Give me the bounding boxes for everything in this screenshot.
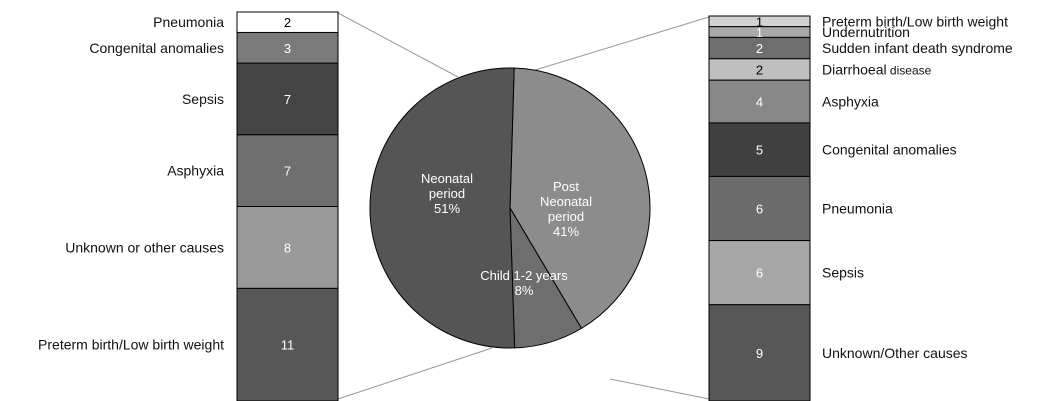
right-bar-value: 9 — [756, 346, 763, 361]
pie-label-child-1-2-years: Child 1-2 years 8% — [480, 268, 568, 298]
left-bar-segment — [236, 62, 339, 136]
left-bar-value: 2 — [284, 15, 291, 30]
right-bar-value: 6 — [756, 266, 763, 281]
left-bar-segment — [236, 31, 339, 64]
right-bar-value: 5 — [756, 143, 763, 158]
connector-line — [531, 16, 710, 72]
connector-line — [337, 12, 459, 78]
connector-line — [337, 347, 493, 400]
right-bar-segment — [708, 175, 811, 242]
pie-slice-post-neonatal — [509, 67, 651, 330]
left-bar-label: Sepsis — [182, 91, 224, 107]
right-bar-label: Sudden infant death syndrome — [822, 40, 1013, 56]
left-bar-segment — [236, 287, 339, 401]
right-bar-label: Unknown/Other causes — [822, 345, 968, 361]
right-bar-value: 1 — [756, 25, 763, 40]
connector-line — [609, 378, 710, 400]
right-bar-value: 6 — [756, 202, 763, 217]
pie-label-post-neonatal: Post Neonatal period 41% — [540, 179, 592, 239]
left-bar-value: 3 — [284, 41, 291, 56]
right-bar-label: Asphyxia — [822, 94, 879, 110]
left-bar-label: Unknown or other causes — [65, 239, 224, 255]
right-bar-value: 2 — [756, 62, 763, 77]
right-bar-label: Diarrhoeal disease — [822, 61, 932, 77]
right-stacked-bar: 1 Preterm birth/Low birth weight 1 Undernut… — [708, 13, 1013, 401]
right-bar-segment — [708, 122, 811, 177]
right-bar-value: 2 — [756, 41, 763, 56]
right-bar-label: Congenital anomalies — [822, 142, 957, 158]
right-bar-label: Undernutrition — [822, 24, 910, 40]
left-bar-value: 8 — [284, 240, 291, 255]
left-bar-label: Asphyxia — [167, 163, 224, 179]
connector-lines — [337, 12, 710, 400]
right-bar-value: 4 — [756, 95, 763, 110]
left-bar-segment — [236, 134, 339, 207]
pie: Post Neonatal period 41% Child 1-2 years 8% Ne… — [369, 67, 651, 349]
right-bar-segment — [708, 240, 811, 306]
right-bar-value: 1 — [756, 14, 763, 29]
left-bar-label: Congenital anomalies — [89, 40, 224, 56]
right-bar-label: Preterm birth/Low birth weight — [822, 13, 1008, 29]
pie-slice-neonatal — [369, 67, 516, 349]
left-bar-value: 11 — [281, 338, 295, 353]
right-bar-label: Sepsis — [822, 265, 864, 281]
right-bar-label: Pneumonia — [822, 201, 893, 217]
left-stacked-bar: 2 Pneumonia 3 Congenital anomalies 7 Sepsis 7 A… — [38, 11, 339, 401]
left-bar-label: Preterm birth/Low birth weight — [38, 337, 224, 353]
right-bar-segment — [708, 304, 811, 401]
pie-label-neonatal: Neonatal period 51% — [421, 171, 473, 216]
left-bar-value: 7 — [284, 92, 291, 107]
left-bar-label: Pneumonia — [153, 14, 224, 30]
left-bar-value: 7 — [284, 164, 291, 179]
right-bar-segment — [708, 79, 811, 124]
